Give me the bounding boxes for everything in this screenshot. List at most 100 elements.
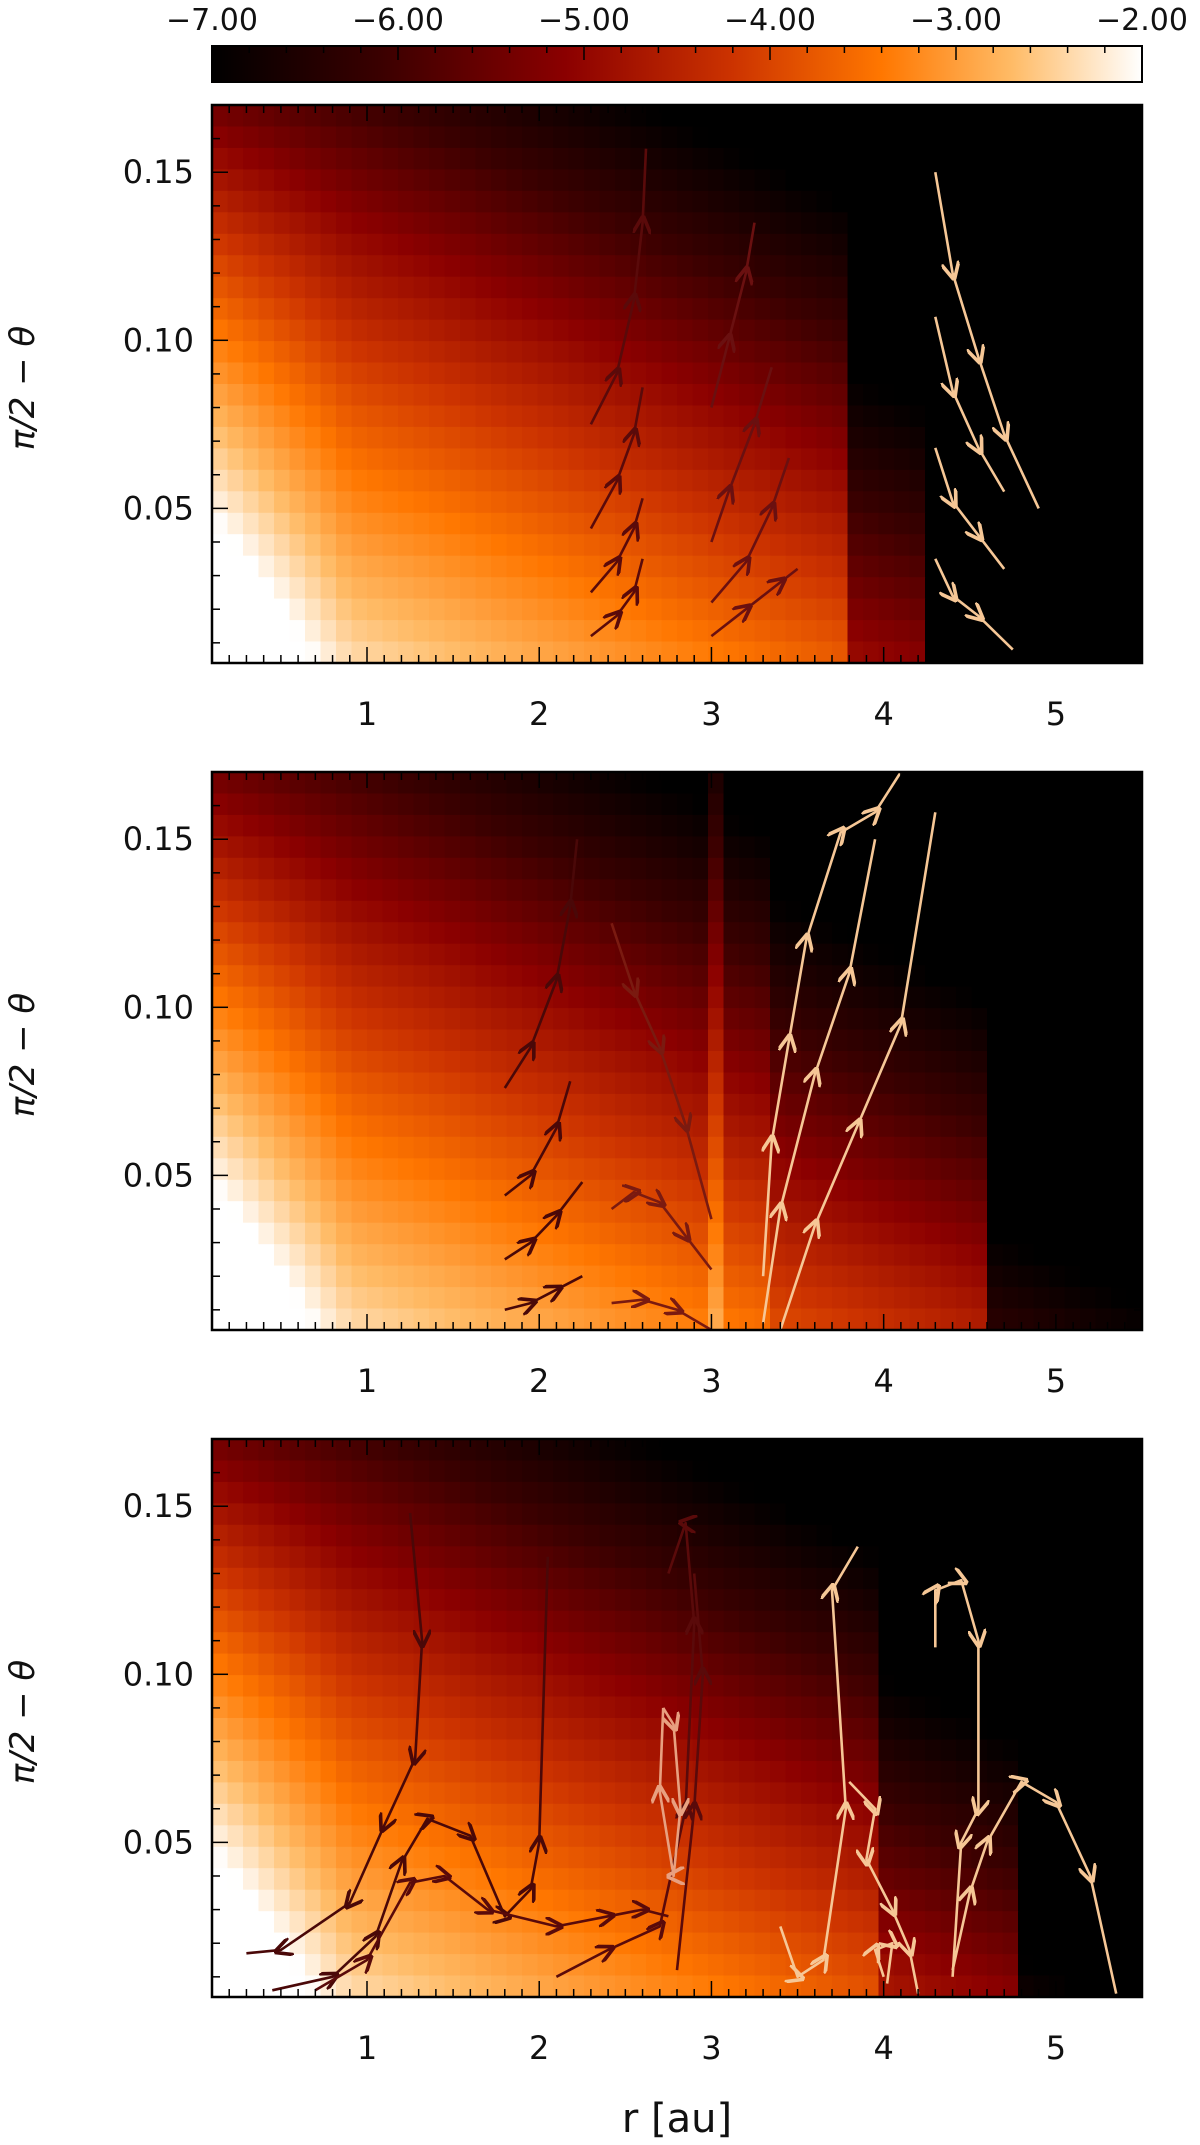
- heatmap-cell: [646, 512, 663, 535]
- heatmap-cell: [739, 491, 756, 514]
- heatmap-cell: [832, 1244, 849, 1267]
- heatmap-cell: [661, 555, 678, 578]
- heatmap-cell: [584, 1803, 601, 1826]
- heatmap-cell: [1049, 1546, 1066, 1569]
- heatmap-cell: [847, 1029, 864, 1052]
- heatmap-cell: [444, 405, 461, 428]
- heatmap-cell: [413, 1782, 430, 1805]
- heatmap-cell: [429, 298, 446, 321]
- heatmap-cell: [367, 276, 384, 299]
- heatmap-cell: [506, 836, 523, 859]
- heatmap-cell: [258, 1718, 275, 1741]
- heatmap-cell: [1080, 469, 1097, 492]
- heatmap-cell: [553, 1718, 570, 1741]
- heatmap-cell: [460, 1868, 477, 1891]
- heatmap-cell: [661, 1760, 678, 1783]
- heatmap-cell: [506, 641, 523, 664]
- heatmap-cell: [754, 298, 771, 321]
- heatmap-cell: [894, 1846, 911, 1869]
- heatmap-cell: [1033, 384, 1050, 407]
- heatmap-cell: [739, 190, 756, 213]
- heatmap-cell: [460, 1158, 477, 1181]
- heatmap-cell: [940, 426, 957, 449]
- heatmap-cell: [274, 491, 291, 514]
- heatmap-cell: [491, 922, 508, 945]
- heatmap-cell: [925, 1803, 942, 1826]
- heatmap-cell: [506, 1567, 523, 1590]
- heatmap-cell: [801, 641, 818, 664]
- heatmap-cell: [429, 1503, 446, 1526]
- heatmap-cell: [1064, 620, 1081, 643]
- heatmap-cell: [1049, 922, 1066, 945]
- heatmap-cell: [599, 1029, 616, 1052]
- heatmap-cell: [258, 1008, 275, 1031]
- heatmap-cell: [894, 1287, 911, 1310]
- heatmap-cell: [506, 1932, 523, 1955]
- heatmap-cell: [444, 1481, 461, 1504]
- heatmap-cell: [785, 362, 802, 385]
- heatmap-cell: [336, 1825, 353, 1848]
- heatmap-cell: [351, 126, 368, 149]
- heatmap-cell: [1126, 319, 1143, 342]
- heatmap-cell: [227, 1739, 244, 1762]
- heatmap-cell: [274, 1481, 291, 1504]
- heatmap-cell: [305, 772, 322, 795]
- heatmap-cell: [568, 448, 585, 471]
- heatmap-cell: [1095, 814, 1112, 837]
- heatmap-cell: [305, 1201, 322, 1224]
- heatmap-cell: [460, 1051, 477, 1074]
- heatmap-cell: [708, 448, 725, 471]
- heatmap-cell: [553, 1782, 570, 1805]
- heatmap-cell: [568, 319, 585, 342]
- heatmap-cell: [289, 1072, 306, 1095]
- heatmap-cell: [770, 814, 787, 837]
- heatmap-cell: [1002, 965, 1019, 988]
- heatmap-cell: [274, 233, 291, 256]
- heatmap-cell: [243, 255, 260, 278]
- heatmap-cell: [739, 620, 756, 643]
- heatmap-cell: [491, 555, 508, 578]
- heatmap-cell: [475, 1782, 492, 1805]
- heatmap-cell: [367, 814, 384, 837]
- heatmap-cell: [754, 362, 771, 385]
- heatmap-cell: [692, 1481, 709, 1504]
- heatmap-cell: [785, 1481, 802, 1504]
- x-tick-label: 2: [529, 695, 549, 733]
- heatmap-cell: [320, 1589, 337, 1612]
- heatmap-cell: [878, 598, 895, 621]
- heatmap-cell: [646, 1632, 663, 1655]
- heatmap-cell: [475, 1201, 492, 1224]
- heatmap-cell: [832, 1222, 849, 1245]
- heatmap-cell: [506, 426, 523, 449]
- heatmap-cell: [243, 341, 260, 364]
- heatmap-cell: [646, 1503, 663, 1526]
- heatmap-cell: [1018, 1825, 1035, 1848]
- heatmap-cell: [1033, 641, 1050, 664]
- heatmap-cell: [816, 1244, 833, 1267]
- heatmap-cell: [289, 384, 306, 407]
- heatmap-cell: [1080, 641, 1097, 664]
- heatmap-cell: [506, 900, 523, 923]
- heatmap-cell: [816, 1265, 833, 1288]
- heatmap-cell: [1064, 105, 1081, 128]
- heatmap-cell: [1002, 598, 1019, 621]
- heatmap-cell: [491, 1524, 508, 1547]
- heatmap-cell: [537, 1718, 554, 1741]
- heatmap-cell: [274, 1460, 291, 1483]
- heatmap-cell: [708, 1718, 725, 1741]
- heatmap-cell: [863, 1718, 880, 1741]
- heatmap-cell: [584, 641, 601, 664]
- heatmap-cell: [212, 1954, 229, 1977]
- heatmap-cell: [739, 1653, 756, 1676]
- heatmap-cell: [491, 212, 508, 235]
- heatmap-cell: [615, 900, 632, 923]
- heatmap-cell: [382, 491, 399, 514]
- heatmap-cell: [227, 555, 244, 578]
- heatmap-cell: [1033, 965, 1050, 988]
- heatmap-cell: [925, 943, 942, 966]
- heatmap-cell: [878, 1244, 895, 1267]
- heatmap-cell: [987, 986, 1004, 1009]
- heatmap-cell: [863, 1546, 880, 1569]
- heatmap-cell: [1049, 1072, 1066, 1095]
- heatmap-cell: [1111, 641, 1128, 664]
